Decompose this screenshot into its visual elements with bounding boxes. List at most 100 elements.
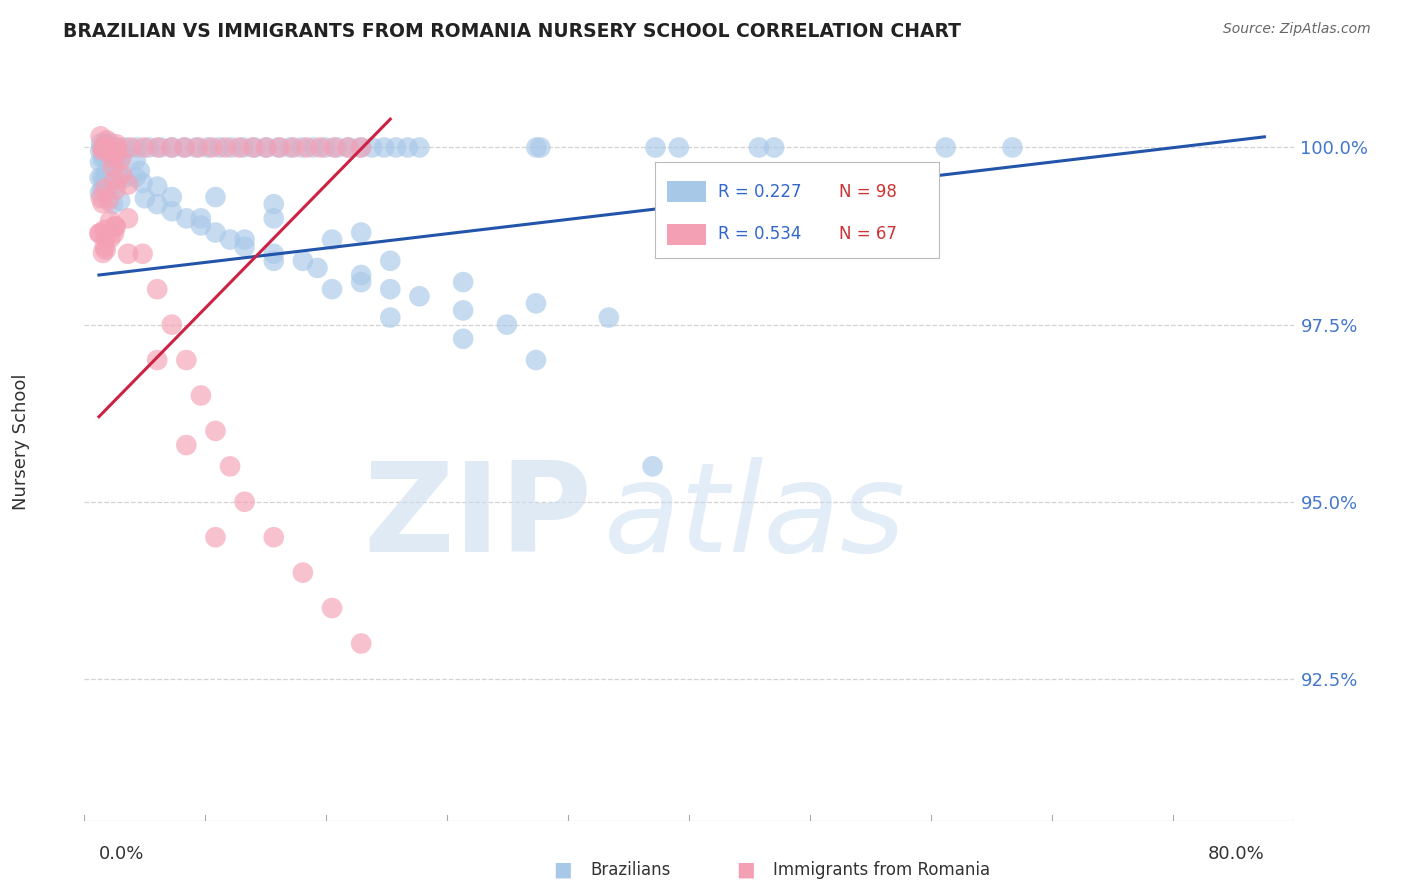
Point (91, 182, 114, 196)
Point (233, 240, 256, 254)
Point (307, 260, 329, 275)
Point (935, 140, 957, 154)
Point (110, 153, 132, 167)
Text: Nursery School: Nursery School (11, 373, 30, 510)
Point (336, 140, 359, 154)
Point (100, 163, 122, 178)
Point (408, 140, 430, 154)
Point (176, 438, 198, 452)
Point (146, 282, 169, 296)
Point (91, 152, 114, 166)
Point (529, 140, 551, 154)
Point (101, 151, 124, 165)
Point (373, 140, 395, 154)
Point (197, 140, 219, 154)
Point (644, 140, 666, 154)
Point (291, 140, 314, 154)
Point (97, 194, 120, 208)
Point (641, 459, 664, 474)
Point (89, 170, 111, 185)
Point (526, 140, 548, 154)
Point (243, 140, 266, 154)
Point (104, 183, 127, 197)
Point (90, 140, 112, 154)
Point (103, 140, 125, 154)
Point (451, 303, 474, 318)
Point (103, 227, 125, 241)
Point (204, 530, 226, 544)
Text: N = 98: N = 98 (839, 183, 897, 201)
Point (278, 140, 301, 154)
Point (208, 140, 231, 154)
Point (214, 140, 236, 154)
Point (98, 136, 121, 150)
Point (146, 140, 169, 154)
Text: atlas: atlas (605, 457, 907, 578)
Point (98, 153, 121, 168)
Text: R = 0.534: R = 0.534 (717, 225, 801, 244)
Point (131, 176, 153, 190)
Point (187, 140, 209, 154)
Point (96, 133, 118, 147)
Point (263, 246, 285, 260)
Point (120, 140, 142, 154)
Point (93, 173, 115, 187)
Point (97, 160, 120, 174)
Point (100, 169, 122, 183)
Point (190, 219, 212, 233)
Point (117, 211, 139, 226)
Point (321, 282, 343, 296)
Point (385, 140, 408, 154)
Point (176, 353, 198, 368)
Point (98, 168, 121, 182)
Point (105, 140, 128, 154)
Text: N = 67: N = 67 (839, 225, 897, 244)
Point (302, 140, 325, 154)
Point (160, 190, 183, 204)
Point (349, 140, 371, 154)
Text: ▪: ▪ (735, 855, 755, 884)
Point (105, 151, 128, 165)
Point (219, 233, 242, 247)
Point (408, 289, 430, 303)
Point (146, 197, 169, 211)
Point (263, 530, 285, 544)
Point (146, 179, 169, 194)
Point (132, 140, 155, 154)
Point (495, 318, 517, 332)
Text: Source: ZipAtlas.com: Source: ZipAtlas.com (1223, 22, 1371, 37)
Point (94, 167, 117, 181)
Point (101, 160, 124, 174)
Point (309, 140, 332, 154)
Point (204, 226, 226, 240)
Point (138, 140, 160, 154)
Point (94, 243, 117, 257)
Point (91, 140, 114, 154)
Point (97, 143, 120, 157)
Point (89, 227, 111, 241)
Point (125, 170, 148, 185)
Point (90, 136, 112, 151)
Point (321, 233, 343, 247)
Point (90, 191, 112, 205)
Point (190, 388, 212, 402)
Point (93, 240, 115, 254)
Point (105, 145, 128, 159)
Point (524, 296, 547, 310)
Point (108, 194, 131, 208)
Point (361, 140, 384, 154)
Point (228, 140, 250, 154)
Point (91, 196, 114, 211)
Point (321, 601, 343, 615)
Point (117, 246, 139, 260)
Point (91, 169, 114, 184)
Point (291, 566, 314, 580)
Point (350, 268, 373, 282)
Text: ▪: ▪ (553, 855, 572, 884)
Point (233, 495, 256, 509)
Point (104, 178, 127, 192)
Point (97, 177, 120, 191)
Text: ZIP: ZIP (364, 457, 592, 578)
Point (326, 140, 349, 154)
Point (291, 253, 314, 268)
